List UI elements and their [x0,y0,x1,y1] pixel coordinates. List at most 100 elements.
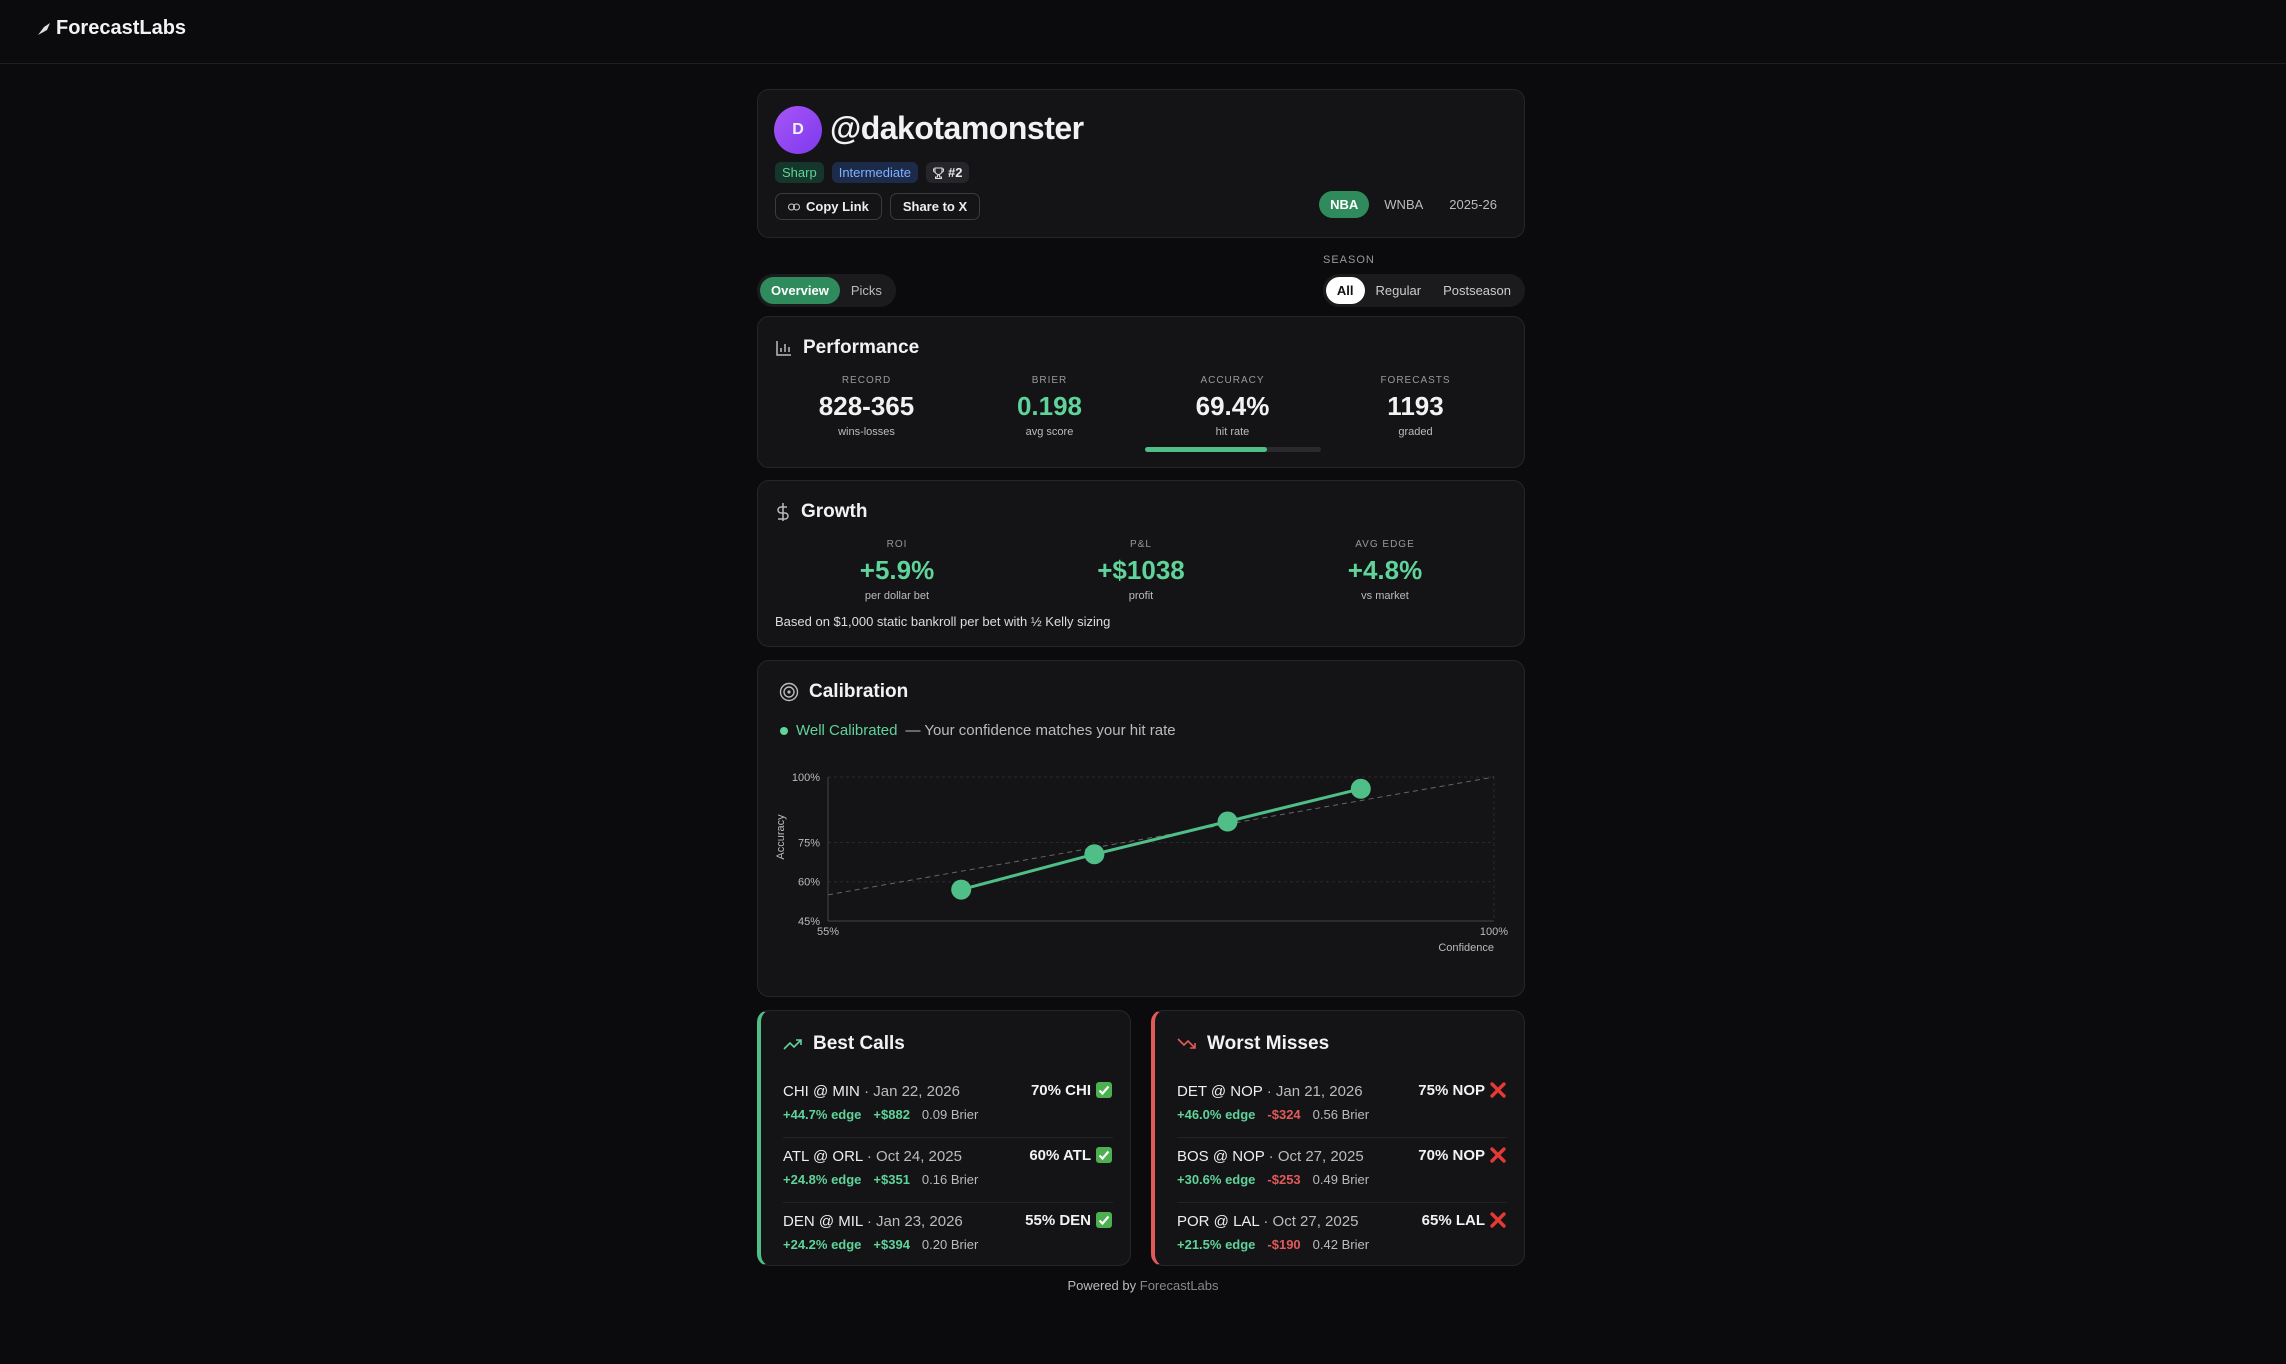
meta: +24.8% edge +$351 0.16 Brier [783,1172,978,1187]
reference-line [827,776,1495,896]
meta: +30.6% edge -$253 0.49 Brier [1177,1172,1369,1187]
date: · Jan 22, 2026 [864,1083,960,1100]
x-tick-label: 100% [1480,926,1508,938]
edge: +24.2% edge [783,1237,862,1252]
button-label: Share to X [902,199,968,214]
league-toggle: NBA WNBA 2025-26 [1319,191,1508,218]
calibration-chart: 45% 60% 75% 100% 55% 100% Confidence Accuracy [775,772,1508,954]
stat: RECORD 828-365 wins-losses [775,375,958,452]
pnl: -$253 [1267,1172,1301,1187]
card-title: Growth [775,501,868,523]
game: ATL @ ORL · Oct 24, 2025 [783,1148,962,1165]
tabs: Overview Picks [757,274,896,307]
badge: #2 [925,162,970,183]
footer-link[interactable]: ForecastLabs [1139,1278,1219,1293]
calibration-status: Well Calibrated — Your confidence matche… [780,722,1176,739]
tab[interactable]: Overview [760,277,840,304]
season-option[interactable]: All [1325,277,1365,304]
game: CHI @ MIN · Jan 22, 2026 [783,1083,960,1100]
data-point [1217,811,1238,832]
stat-value: +$1038 [1097,555,1185,585]
edge: +30.6% edge [1177,1172,1256,1187]
stats: RECORD 828-365 wins-losses BRIER 0.198 avg sc… [775,375,1507,452]
season-filter: All Regular Postseason [1322,274,1525,307]
copy-link-button[interactable]: Copy Link [775,193,882,220]
data-point [1350,778,1371,799]
pick-text: 60% ATL [1029,1146,1091,1164]
stat: BRIER 0.198 avg score [958,375,1141,452]
brand-name: ForecastLabs [56,17,187,39]
top-bar: ForecastLabs [0,0,2286,64]
league-option[interactable]: NBA [1319,191,1370,218]
brand-icon [38,22,50,35]
pnl: -$190 [1267,1237,1301,1252]
progress-track [1144,447,1321,452]
y-tick-label: 60% [798,877,820,889]
performance-card: Performance RECORD 828-365 wins-losses BRIE… [757,316,1525,468]
stat-label: RECORD [841,375,892,386]
footer-text: Powered by [1067,1278,1137,1293]
check-icon [1096,1147,1112,1163]
badge: Intermediate [831,162,918,183]
season-year[interactable]: 2025-26 [1449,197,1497,212]
title-text: Worst Misses [1207,1033,1330,1054]
trend-up-icon [783,1039,802,1050]
meta: +21.5% edge -$190 0.42 Brier [1177,1237,1369,1252]
stat-caption: graded [1398,426,1433,438]
meta: +24.2% edge +$394 0.20 Brier [783,1237,978,1252]
call-row: BOS @ NOP · Oct 27, 2025 70% NOP +30.6% ed… [1177,1138,1507,1203]
call-row: DET @ NOP · Jan 21, 2026 75% NOP +46.0% ed… [1177,1073,1507,1138]
stat-caption: wins-losses [838,426,895,438]
stat-caption: profit [1128,590,1154,602]
chart-icon [776,341,791,356]
date: · Oct 27, 2025 [1263,1213,1359,1230]
pick-text: 70% NOP [1418,1146,1485,1164]
button-label: Copy Link [806,199,869,214]
brier: 0.42 Brier [1312,1237,1370,1252]
edge: +46.0% edge [1177,1107,1256,1122]
stat-value: +5.9% [859,555,935,585]
title-text: Growth [801,501,868,522]
season-option[interactable]: Postseason [1443,283,1511,298]
x-tick-label: 55% [817,926,839,938]
date: · Oct 24, 2025 [866,1148,962,1165]
matchup: POR @ LAL [1177,1213,1260,1230]
pnl: +$351 [873,1172,910,1187]
pnl: +$882 [873,1107,910,1122]
title-text: Calibration [809,681,909,702]
stat-caption: vs market [1361,590,1409,602]
stat-value: 1193 [1387,391,1444,421]
handle: @dakotamonster [830,110,1084,146]
brier: 0.16 Brier [921,1172,979,1187]
growth-card: Growth ROI +5.9% per dollar bet P&L +$1038 pr… [757,480,1525,647]
badge: Sharp [775,162,824,183]
call-row: ATL @ ORL · Oct 24, 2025 60% ATL +24.8% ed… [783,1138,1113,1203]
y-tick-label: 75% [798,837,820,849]
brier: 0.09 Brier [921,1107,979,1122]
meta: +46.0% edge -$324 0.56 Brier [1177,1107,1369,1122]
pnl: +$394 [873,1237,910,1252]
check-icon [1096,1212,1112,1228]
stat: P&L +$1038 profit [1019,539,1263,602]
pick: 55% DEN [1025,1211,1113,1229]
profile-card: D @dakotamonster Sharp Intermediate #2 C… [757,89,1525,238]
series-line [960,787,1362,892]
brand[interactable]: ForecastLabs [36,17,186,40]
season-option[interactable]: Regular [1375,283,1422,298]
data-point [951,879,972,900]
title-text: Best Calls [813,1033,905,1054]
tab[interactable]: Picks [850,283,882,298]
edge: +44.7% edge [783,1107,862,1122]
league-option[interactable]: WNBA [1384,197,1424,212]
stat-value: +4.8% [1347,555,1423,585]
card-title: Worst Misses [1177,1033,1329,1055]
cross-icon [1490,1147,1506,1163]
share-button[interactable]: Share to X [889,193,981,220]
pick-text: 65% LAL [1421,1211,1485,1229]
matchup: DET @ NOP [1177,1083,1263,1100]
stat: AVG EDGE +4.8% vs market [1263,539,1507,602]
y-tick-label: 45% [798,916,820,928]
check-icon [1096,1082,1112,1098]
edge: +24.8% edge [783,1172,862,1187]
